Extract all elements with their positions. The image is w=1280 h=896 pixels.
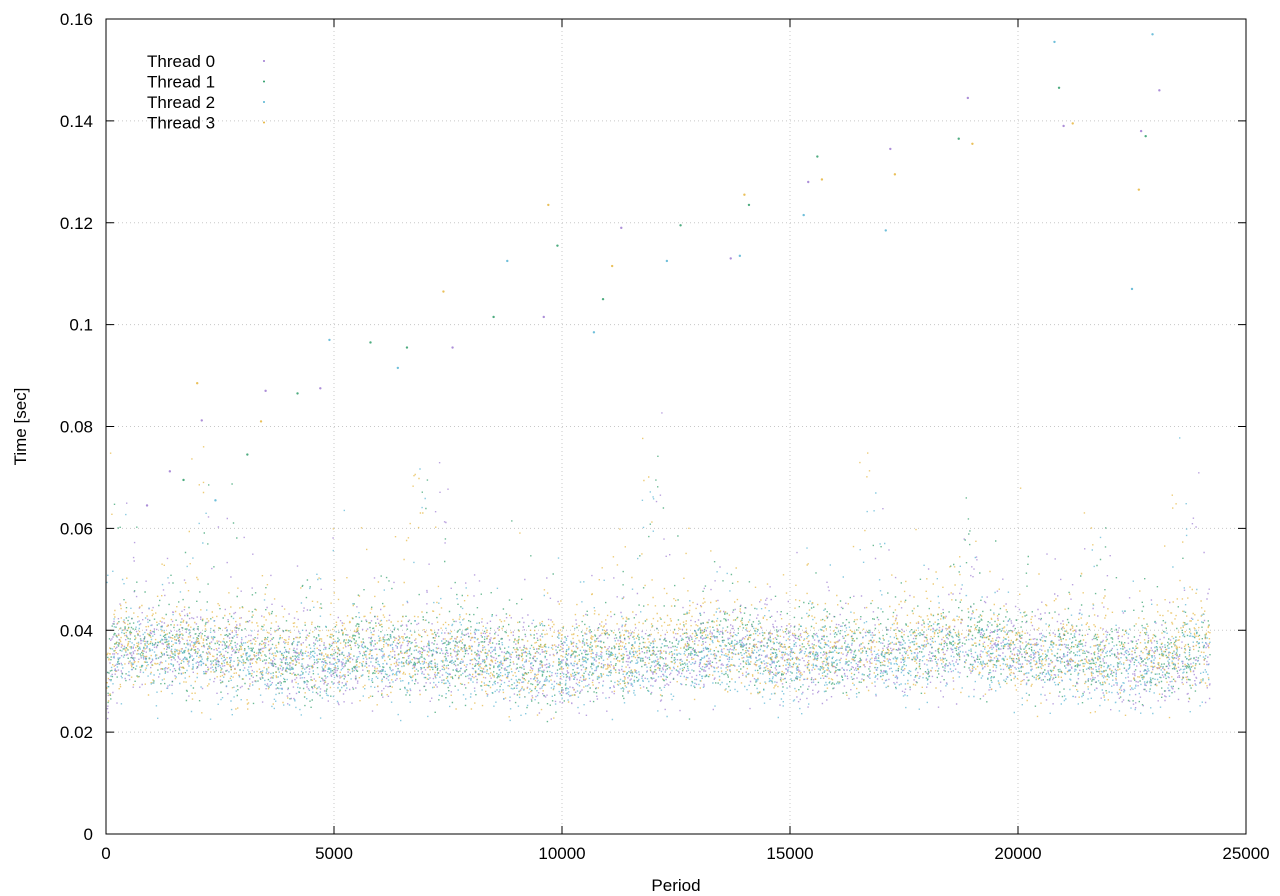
outlier-point: [369, 341, 372, 344]
y-tick-label: 0.14: [60, 112, 93, 131]
outlier-point: [542, 315, 545, 319]
outlier-point: [1137, 188, 1141, 191]
x-tick-label: 10000: [538, 844, 585, 863]
y-tick-label: 0: [84, 825, 93, 844]
outlier-point: [889, 147, 892, 151]
outlier-point: [1057, 86, 1061, 89]
x-tick-label: 5000: [315, 844, 353, 863]
outlier-point: [1151, 33, 1154, 36]
outlier-point: [492, 315, 495, 319]
outlier-point: [214, 499, 217, 502]
y-tick-label: 0.06: [60, 519, 93, 538]
outlier-point: [893, 173, 897, 176]
y-tick-label: 0.16: [60, 10, 93, 29]
outlier-point: [665, 259, 669, 263]
outlier-point: [820, 178, 824, 181]
outlier-point: [620, 226, 623, 230]
outlier-point: [328, 338, 331, 342]
legend-marker: [263, 121, 265, 124]
legend-marker: [263, 80, 265, 83]
outlier-point: [738, 254, 742, 258]
outlier-point: [296, 392, 299, 395]
outlier-point: [957, 137, 960, 140]
outlier-point: [246, 453, 249, 456]
outlier-point: [547, 203, 550, 207]
outlier-point: [966, 96, 970, 100]
legend: Thread 0 Thread 1 Thread 2 Thread 3: [147, 52, 265, 133]
tick-labels: 0 5000 10000 15000 20000 25000 0 0.02 0.04 0.06 0.…: [60, 10, 1270, 863]
outlier-point: [264, 389, 267, 393]
outlier-point: [1144, 134, 1147, 138]
outlier-point: [182, 478, 185, 482]
outlier-point: [200, 419, 203, 422]
outlier-point: [1071, 122, 1074, 125]
legend-marker: [263, 60, 265, 62]
scatter-cloud: [106, 437, 1211, 719]
outlier-point: [1130, 287, 1134, 291]
x-tick-label: 20000: [994, 844, 1041, 863]
outlier-point: [1062, 124, 1065, 128]
y-axis-label: Time [sec]: [11, 388, 30, 466]
series-thread-3: [106, 122, 1211, 719]
outlier-point: [259, 420, 263, 423]
axis-ticks: [105, 18, 1247, 835]
outlier-point: [816, 155, 819, 158]
outlier-point: [319, 387, 322, 390]
series-thread-2: [106, 33, 1211, 722]
outlier-point: [747, 203, 751, 207]
outlier-point: [1139, 129, 1143, 133]
outlier-point: [679, 224, 682, 227]
outlier-point: [168, 470, 172, 473]
y-tick-label: 0.04: [60, 621, 93, 640]
legend-label-thread-2: Thread 2: [147, 93, 215, 112]
outlier-point: [592, 331, 596, 334]
outlier-point: [405, 346, 409, 349]
x-axis-label: Period: [651, 876, 700, 895]
outlier-point: [743, 193, 746, 196]
outlier-point: [971, 142, 974, 145]
legend-label-thread-1: Thread 1: [147, 73, 215, 92]
scatter-cloud: [107, 455, 1211, 723]
outlier-point: [145, 504, 149, 507]
outlier-point: [506, 259, 509, 263]
y-tick-label: 0.12: [60, 214, 93, 233]
outlier-point: [807, 180, 810, 184]
outlier-point: [451, 346, 454, 349]
legend-marker: [263, 101, 265, 103]
outlier-point: [396, 366, 400, 370]
outlier-point: [610, 264, 614, 268]
y-tick-label: 0.02: [60, 723, 93, 742]
outlier-point: [442, 290, 445, 293]
x-tick-label: 25000: [1222, 844, 1269, 863]
series-thread-1: [107, 86, 1211, 723]
x-tick-label: 0: [101, 844, 110, 863]
outlier-point: [556, 244, 559, 247]
legend-label-thread-3: Thread 3: [147, 114, 215, 133]
y-tick-label: 0.08: [60, 418, 93, 437]
outlier-point: [1053, 40, 1056, 44]
outlier-point: [1158, 89, 1161, 92]
scatter-cloud: [106, 437, 1211, 722]
outlier-point: [196, 382, 199, 385]
outlier-point: [802, 213, 805, 217]
outlier-point: [601, 297, 605, 301]
outlier-point: [729, 257, 732, 260]
x-tick-label: 15000: [766, 844, 813, 863]
outlier-point: [884, 229, 887, 232]
legend-label-thread-0: Thread 0: [147, 52, 215, 71]
data-points: [106, 33, 1211, 723]
y-tick-label: 0.1: [69, 316, 93, 335]
